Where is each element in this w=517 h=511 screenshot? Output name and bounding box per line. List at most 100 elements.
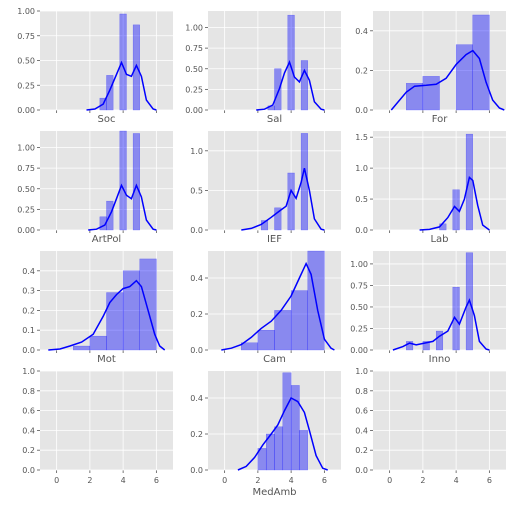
y-tick-label: 1.0 [355, 367, 368, 376]
x-tick-label: 4 [454, 476, 459, 485]
y-tick-label: 0.6 [22, 407, 35, 416]
x-axis-label: For [432, 114, 449, 125]
y-tick-label: 0.4 [22, 267, 35, 276]
subplot-4: 0.00 0.25 0.50 0.75 1.00 ArtPol [17, 130, 173, 245]
y-tick-label: 0.75 [350, 281, 368, 290]
plot-area [40, 251, 173, 350]
y-tick-label: 0.5 [190, 186, 203, 195]
y-tick-label: 0.2 [190, 430, 203, 439]
x-axis-label: Mot [97, 354, 116, 365]
histogram-bar [435, 330, 444, 351]
histogram-bar [122, 270, 140, 351]
y-tick-label: 0.25 [350, 324, 368, 333]
x-tick-label: 0 [387, 476, 392, 485]
subplot-6: 0.0 0.5 1.0 1.5 Lab [355, 131, 506, 245]
histogram-bar [290, 385, 300, 471]
y-tick-label: 0.75 [17, 32, 35, 41]
x-axis-label: MedAmb [252, 487, 296, 498]
x-tick-label: 0 [54, 476, 59, 485]
plot-area [373, 371, 506, 470]
subplot-11: 0.0 0.2 0.4 0 2 4 6 MedAmb [190, 371, 341, 498]
histogram-bar [257, 330, 275, 351]
plot-area [40, 371, 173, 470]
plot-area [208, 131, 341, 230]
kde-curve [419, 175, 490, 231]
subplot-10: 0.0 0.2 0.4 0.6 0.8 1.0 0 2 4 6 [22, 367, 173, 485]
kde-curve [237, 396, 328, 471]
plot-area [373, 131, 506, 230]
x-axis-label: Inno [429, 354, 451, 365]
y-tick-label: 1.5 [355, 133, 368, 142]
subplot-12: 0.0 0.2 0.4 0.6 0.8 1.0 0 2 4 6 [355, 367, 506, 485]
kde-curve [221, 261, 335, 351]
y-tick-label: 0.50 [17, 185, 35, 194]
y-tick-label: 0.0 [190, 226, 203, 235]
plot-area [373, 11, 506, 110]
histogram-bar [274, 207, 282, 231]
kde-curve [392, 298, 490, 351]
histogram-bar [119, 13, 127, 111]
y-tick-label: 0.2 [22, 306, 35, 315]
histogram-bar [119, 130, 127, 231]
y-tick-label: 0.0 [22, 346, 35, 355]
histogram-bar [282, 372, 292, 471]
kde-curve [256, 60, 325, 111]
y-tick-label: 0.50 [350, 303, 368, 312]
y-tick-label: 0.4 [22, 426, 35, 435]
y-tick-label: 1.00 [350, 260, 368, 269]
histogram-bar [465, 133, 473, 231]
y-tick-label: 1.0 [355, 164, 368, 173]
subplot-9: 0.00 0.25 0.50 0.75 1.00 Inno [350, 251, 506, 365]
y-tick-label: 1.00 [185, 24, 203, 33]
kde-curve [390, 49, 505, 111]
x-axis-label: ArtPol [92, 234, 121, 245]
y-tick-label: 0.2 [355, 446, 368, 455]
y-tick-label: 0.25 [17, 205, 35, 214]
y-tick-label: 1.00 [17, 144, 35, 153]
y-tick-label: 0.0 [22, 466, 35, 475]
y-tick-label: 0.2 [355, 66, 368, 75]
x-tick-label: 2 [255, 476, 260, 485]
y-tick-label: 0.25 [185, 85, 203, 94]
x-axis-label: Sal [267, 114, 282, 125]
y-tick-label: 0.0 [355, 226, 368, 235]
x-tick-label: 6 [154, 476, 159, 485]
histogram-bar [290, 290, 308, 351]
y-tick-label: 0.25 [17, 81, 35, 90]
plot-area [373, 251, 506, 350]
y-tick-label: 0.50 [185, 65, 203, 74]
y-tick-label: 1.0 [190, 147, 203, 156]
histogram-bar [89, 335, 107, 351]
y-tick-label: 0.75 [17, 164, 35, 173]
histogram-bar [257, 448, 267, 471]
kde-curve [86, 60, 157, 111]
histogram-bar [274, 68, 282, 111]
histogram-bar [299, 430, 308, 471]
y-tick-label: 0.8 [355, 387, 368, 396]
y-tick-label: 0.4 [355, 27, 368, 36]
x-tick-label: 4 [289, 476, 294, 485]
x-axis-label: IEF [267, 234, 282, 245]
y-tick-label: 0.5 [355, 195, 368, 204]
subplot-2: 0.00 0.25 0.50 0.75 1.00 Sal [185, 11, 341, 125]
y-tick-label: 0.75 [185, 44, 203, 53]
y-tick-label: 0.0 [355, 106, 368, 115]
histogram-bar [422, 76, 440, 111]
histogram-bar [132, 24, 140, 111]
y-tick-label: 0.8 [22, 387, 35, 396]
histogram-bar [287, 14, 295, 111]
x-axis-label: Lab [430, 234, 448, 245]
x-tick-label: 6 [487, 476, 492, 485]
y-tick-label: 1.00 [17, 7, 35, 16]
kde-curve [88, 183, 157, 231]
x-axis-label: Soc [98, 114, 116, 125]
y-tick-label: 0.4 [190, 274, 203, 283]
histogram-bar [274, 426, 284, 471]
histogram-bar [241, 342, 259, 351]
x-tick-label: 2 [87, 476, 92, 485]
x-tick-label: 4 [121, 476, 126, 485]
histogram-bar [287, 172, 295, 231]
y-tick-label: 0.00 [185, 106, 203, 115]
histogram-bar [99, 216, 107, 231]
